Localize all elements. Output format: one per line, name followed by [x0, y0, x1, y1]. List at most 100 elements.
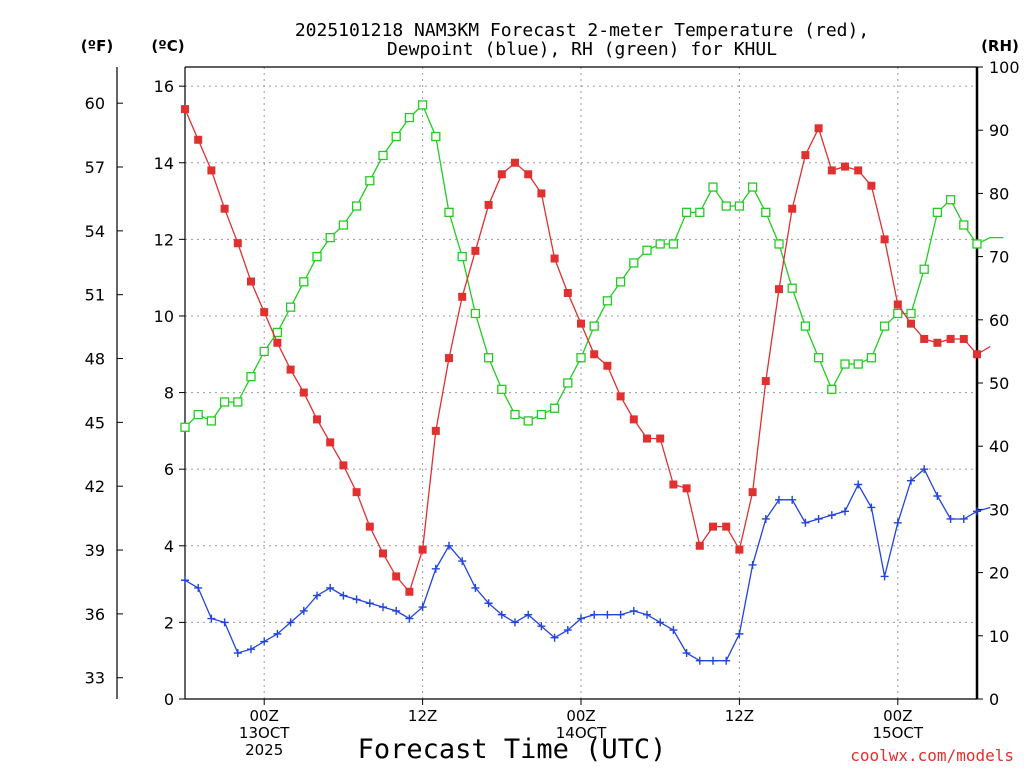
temperature-point — [352, 488, 361, 497]
rh-point — [312, 251, 322, 262]
rh-point — [219, 397, 230, 407]
temperature-point — [260, 308, 269, 317]
temperature-point — [761, 377, 770, 386]
x-tick-label: 12Z — [408, 707, 437, 725]
temperature-point — [418, 545, 427, 554]
rh-point — [893, 308, 903, 319]
temperature-point — [735, 545, 744, 554]
dewpoint-point — [194, 583, 203, 592]
temperature-point — [801, 151, 810, 160]
celsius-unit-label: (ºC) — [151, 37, 184, 55]
rh-point — [721, 201, 731, 211]
rh-tick-label: 90 — [989, 121, 1009, 140]
fahrenheit-tick-label: 54 — [85, 222, 105, 241]
fahrenheit-tick-label: 45 — [85, 413, 105, 432]
dewpoint-point — [603, 610, 612, 619]
dewpoint-point — [933, 491, 942, 500]
temperature-point — [827, 166, 836, 175]
temperature-point — [181, 105, 189, 114]
dewpoint-point — [379, 603, 387, 612]
rh-point — [431, 131, 441, 142]
dewpoint-point — [577, 614, 585, 623]
dewpoint-point — [233, 649, 242, 658]
rh-point — [761, 207, 771, 218]
dewpoint-point — [260, 637, 269, 646]
celsius-tick-label: 12 — [154, 230, 174, 249]
dewpoint-point — [695, 656, 704, 665]
rh-point — [602, 296, 613, 306]
chart-axes: 0 2 4 6 8 10 12 14 16 33 36 39 42 45 48 51 54 57 60 0 10 20 30… — [85, 58, 1020, 759]
temperature-point — [854, 166, 863, 175]
celsius-tick-label: 8 — [164, 384, 174, 403]
rh-point — [523, 416, 533, 426]
temperature-point — [379, 549, 387, 558]
rh-point — [549, 403, 560, 413]
dewpoint-point — [643, 610, 651, 619]
rh-point — [206, 416, 217, 426]
temperature-point — [682, 484, 691, 493]
temperature-point — [247, 277, 255, 286]
celsius-tick-label: 10 — [154, 307, 174, 326]
rh-point — [233, 397, 243, 407]
fahrenheit-unit-label: (ºF) — [81, 37, 113, 55]
rh-tick-label: 20 — [989, 564, 1009, 583]
dewpoint-point — [511, 618, 519, 627]
temperature-point — [880, 235, 889, 244]
dewpoint-point — [484, 599, 493, 608]
dewpoint-point — [431, 564, 440, 573]
dewpoint-point — [550, 633, 559, 642]
temperature-point — [695, 541, 704, 550]
rh-point — [629, 258, 639, 268]
celsius-tick-label: 16 — [154, 77, 174, 96]
temperature-point — [207, 166, 216, 175]
temperature-point — [220, 204, 229, 213]
fahrenheit-tick-label: 48 — [85, 350, 105, 369]
dewpoint-point — [313, 591, 321, 600]
rh-point — [483, 353, 494, 363]
rh-point — [879, 321, 890, 331]
rh-unit-label: (RH) — [981, 37, 1019, 55]
rh-point — [681, 207, 692, 218]
temperature-point — [933, 338, 942, 347]
temperature-point — [339, 461, 348, 470]
x-tick-label: 2025 — [245, 741, 283, 759]
rh-point — [840, 359, 850, 369]
rh-line — [184, 103, 1004, 428]
dewpoint-point — [326, 583, 335, 592]
fahrenheit-tick-label: 57 — [85, 158, 105, 177]
temperature-point — [629, 415, 638, 424]
x-tick-label: 00Z — [250, 707, 279, 725]
chart-title-line1: 2025101218 NAM3KM Forecast 2-meter Tempe… — [295, 20, 869, 41]
dewpoint-point — [629, 606, 638, 615]
rh-point — [708, 182, 718, 192]
celsius-tick-label: 14 — [154, 154, 174, 173]
dewpoint-point — [814, 514, 823, 523]
rh-point — [299, 277, 309, 287]
dewpoint-point — [761, 514, 770, 523]
temperature-point — [603, 361, 612, 370]
temperature-point — [392, 572, 401, 581]
x-tick-label: 14OCT — [556, 724, 607, 742]
dewpoint-point — [722, 656, 731, 665]
dewpoint-point — [247, 645, 255, 654]
temperature-point — [326, 438, 335, 447]
dewpoint-point — [590, 610, 599, 619]
rh-point — [668, 239, 679, 249]
credit-text: coolwx.com/models — [850, 746, 1014, 765]
rh-point — [417, 100, 428, 110]
temperature-point — [577, 319, 585, 328]
rh-point — [325, 232, 335, 243]
rh-tick-label: 70 — [989, 248, 1009, 267]
temperature-point — [471, 246, 480, 255]
dewpoint-point — [365, 599, 374, 608]
rh-point — [800, 321, 811, 331]
rh-point — [853, 359, 863, 369]
rh-point — [259, 346, 269, 357]
dewpoint-point — [405, 614, 414, 623]
x-tick-label: 13OCT — [239, 724, 290, 742]
fahrenheit-tick-label: 42 — [85, 477, 105, 496]
rh-point — [497, 384, 507, 394]
rh-point — [655, 239, 665, 249]
temperature-point — [907, 319, 915, 328]
dewpoint-point — [669, 626, 678, 635]
